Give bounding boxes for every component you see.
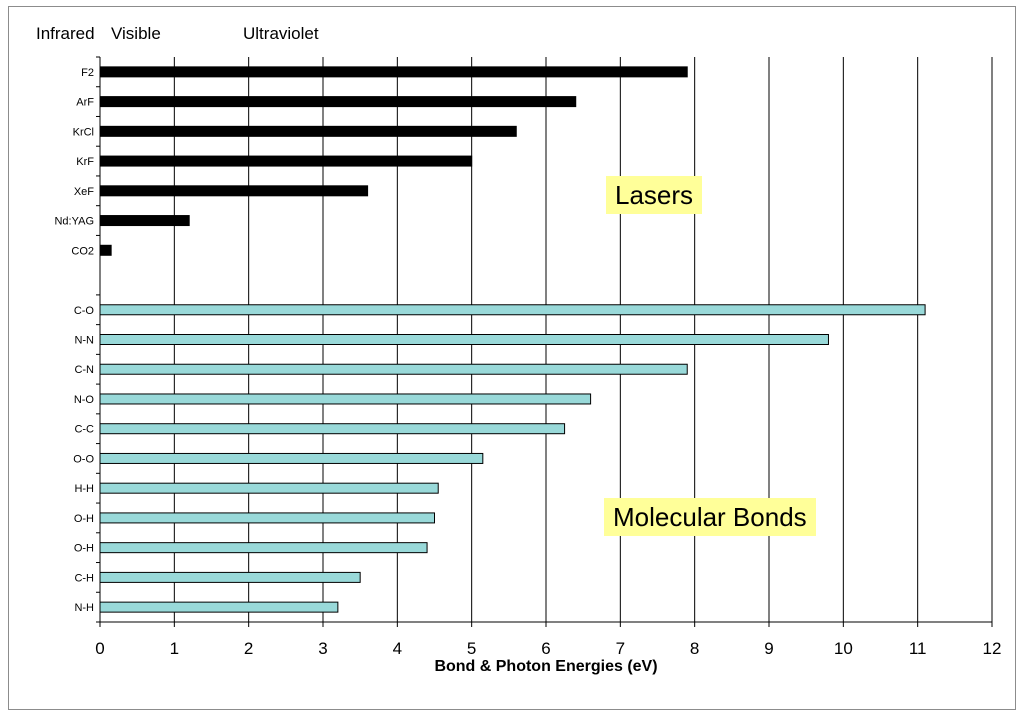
bond-bar xyxy=(99,334,829,345)
band-label-ultraviolet: Ultraviolet xyxy=(243,24,319,43)
laser-bar xyxy=(99,244,112,256)
x-tick-label: 0 xyxy=(95,639,104,658)
x-tick-label: 7 xyxy=(616,639,625,658)
bond-bar xyxy=(99,482,439,494)
category-label: N-N xyxy=(74,335,94,347)
x-tick-label: 6 xyxy=(541,639,550,658)
band-label-visible: Visible xyxy=(111,24,161,43)
x-tick-label: 5 xyxy=(467,639,476,658)
category-label: CO2 xyxy=(71,245,94,257)
x-axis-title: Bond & Photon Energies (eV) xyxy=(434,658,657,675)
laser-bar xyxy=(99,215,190,227)
category-label: C-C xyxy=(74,424,94,436)
category-label: O-O xyxy=(73,453,94,465)
bond-bar xyxy=(99,393,592,405)
bond-bar xyxy=(99,571,361,583)
bond-bar xyxy=(99,452,484,464)
category-label: F2 xyxy=(81,67,94,79)
chart-frame xyxy=(8,6,1016,710)
lasers-callout: Lasers xyxy=(606,176,703,214)
x-tick-label: 3 xyxy=(318,639,327,658)
bond-bar xyxy=(99,304,926,316)
category-label: N-H xyxy=(74,602,94,614)
x-tick-label: 12 xyxy=(983,639,1002,658)
x-tick-label: 8 xyxy=(690,639,699,658)
category-label: H-H xyxy=(74,483,94,495)
x-tick-label: 1 xyxy=(170,639,179,658)
bond-bar xyxy=(99,423,566,435)
category-label: C-O xyxy=(74,305,95,317)
category-label: ArF xyxy=(76,97,94,109)
bond-bar xyxy=(99,601,339,613)
bond-bar xyxy=(99,363,688,375)
x-tick-label: 10 xyxy=(834,639,853,658)
laser-bar xyxy=(99,96,577,108)
x-tick-label: 2 xyxy=(244,639,253,658)
category-label: O-H xyxy=(74,513,94,525)
x-tick-label: 9 xyxy=(764,639,773,658)
x-tick-label: 11 xyxy=(909,639,927,658)
category-label: XeF xyxy=(74,186,94,198)
category-label: N-O xyxy=(74,394,95,406)
molecular-bonds-callout: Molecular Bonds xyxy=(604,498,816,536)
laser-bar xyxy=(99,185,369,197)
bond-bar xyxy=(99,542,428,554)
x-tick-label: 4 xyxy=(393,639,402,658)
laser-bar xyxy=(99,125,517,137)
category-label: Nd:YAG xyxy=(54,216,94,228)
category-label: O-H xyxy=(74,543,94,555)
laser-bar xyxy=(99,66,688,78)
bond-bar xyxy=(99,512,435,524)
band-label-infrared: Infrared xyxy=(36,24,95,43)
category-label: C-N xyxy=(74,364,94,376)
category-label: KrF xyxy=(76,156,94,168)
category-label: C-H xyxy=(74,572,94,584)
laser-bar xyxy=(99,155,473,167)
category-label: KrCl xyxy=(73,126,94,138)
